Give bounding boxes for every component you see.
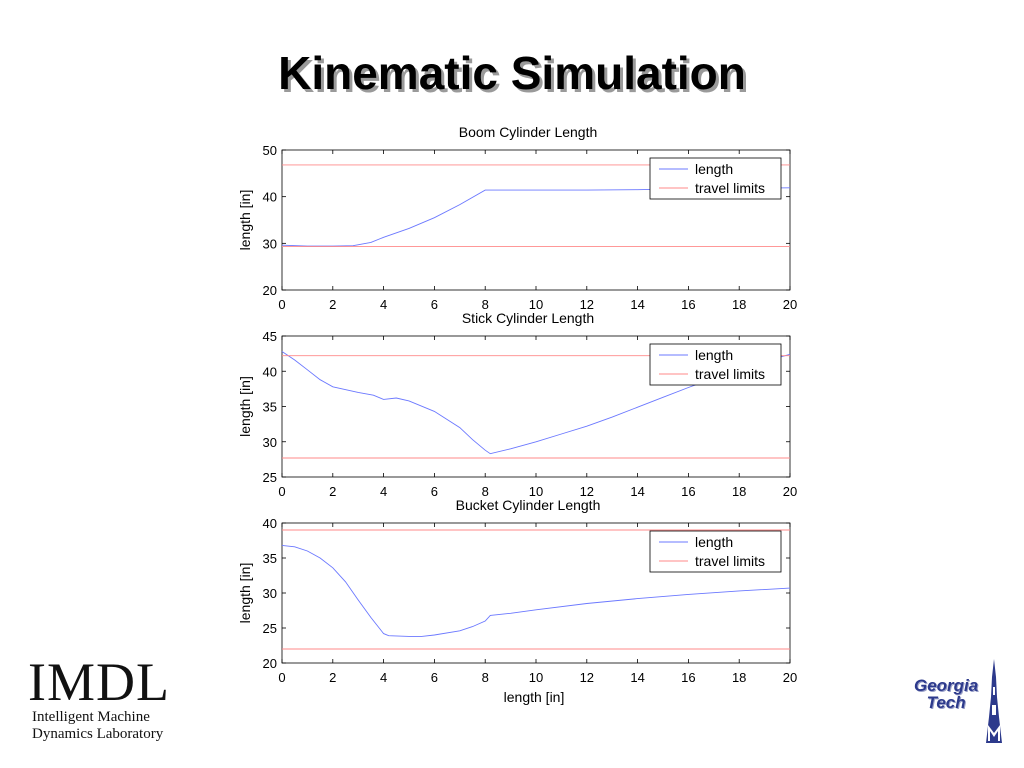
legend-box	[649, 157, 782, 200]
y-tick-label: 25	[263, 621, 277, 636]
y-tick-label: 20	[263, 283, 277, 298]
chart-2: 0 2 4 6 8 10 12 14 16 18 20 25 30 35 40 45 Stick Cylinde…	[237, 310, 797, 499]
georgia-tech-logo-text: Georgia Tech	[914, 677, 978, 711]
length-series-line	[281, 351, 791, 455]
x-tick-label: 2	[329, 297, 336, 312]
x-tick-label: 12	[580, 670, 594, 685]
x-tick-label: 20	[783, 297, 797, 312]
x-tick-label: 20	[783, 484, 797, 499]
legend-label-length: length	[695, 534, 733, 550]
legend-label-travel-limits: travel limits	[695, 180, 765, 196]
x-tick-label: 0	[278, 297, 285, 312]
y-axis-label: length [in]	[237, 376, 253, 437]
legend-label-travel-limits: travel limits	[695, 553, 765, 569]
x-tick-label: 16	[681, 297, 695, 312]
georgia-tech-logo: Georgia Tech	[910, 655, 1010, 745]
x-tick-label: 4	[380, 297, 387, 312]
y-tick-label: 30	[263, 435, 277, 450]
chart-title: Stick Cylinder Length	[462, 310, 594, 326]
y-axis-label: length [in]	[237, 190, 253, 251]
slide-title: Kinematic Simulation	[278, 47, 746, 99]
y-tick-label: 45	[263, 329, 277, 344]
x-tick-label: 8	[482, 484, 489, 499]
imdl-logo: IMDL Intelligent Machine Dynamics Labora…	[28, 655, 228, 743]
chart-title: Bucket Cylinder Length	[456, 497, 601, 513]
imdl-logo-line2: Dynamics Laboratory	[32, 726, 164, 742]
y-tick-label: 25	[263, 470, 277, 485]
x-tick-label: 14	[630, 670, 644, 685]
x-tick-label: 18	[732, 297, 746, 312]
imdl-logo-line1: Intelligent Machine	[32, 709, 150, 725]
y-axis-label: length [in]	[237, 563, 253, 624]
y-tick-label: 30	[263, 236, 277, 251]
y-tick-label: 35	[263, 400, 277, 415]
x-tick-label: 10	[529, 484, 543, 499]
x-tick-label: 2	[329, 484, 336, 499]
georgia-tech-logo-line2: Tech	[926, 693, 966, 712]
x-tick-label: 0	[278, 670, 285, 685]
y-tick-label: 30	[263, 586, 277, 601]
x-tick-label: 20	[783, 670, 797, 685]
x-tick-label: 6	[431, 670, 438, 685]
x-tick-label: 14	[630, 484, 644, 499]
legend-box	[649, 530, 782, 573]
x-tick-label: 2	[329, 670, 336, 685]
x-tick-label: 16	[681, 670, 695, 685]
legend-label-length: length	[695, 161, 733, 177]
x-tick-label: 12	[580, 484, 594, 499]
x-tick-label: 8	[482, 297, 489, 312]
x-tick-label: 6	[431, 484, 438, 499]
x-tick-label: 14	[630, 297, 644, 312]
legend-label-travel-limits: travel limits	[695, 366, 765, 382]
y-tick-label: 40	[263, 516, 277, 531]
x-axis-label: length [in]	[504, 689, 565, 705]
x-tick-label: 18	[732, 670, 746, 685]
imdl-logo-word: IMDL	[28, 652, 170, 712]
y-tick-label: 40	[263, 190, 277, 205]
x-tick-label: 4	[380, 670, 387, 685]
chart-3: 0 2 4 6 8 10 12 14 16 18 20 20 25 30 35 40 Bucket Cylind…	[237, 497, 797, 705]
georgia-tech-logo-line1: Georgia	[914, 676, 979, 695]
chart-1: 0 2 4 6 8 10 12 14 16 18 20 20 30 40 50 Boom Cylinder L…	[237, 124, 797, 312]
x-tick-label: 16	[681, 484, 695, 499]
y-tick-label: 20	[263, 656, 277, 671]
x-tick-label: 8	[482, 670, 489, 685]
y-tick-label: 40	[263, 364, 277, 379]
x-tick-label: 10	[529, 297, 543, 312]
x-tick-label: 0	[278, 484, 285, 499]
length-series-line	[281, 544, 791, 637]
legend-box	[649, 343, 782, 386]
legend-label-length: length	[695, 347, 733, 363]
x-tick-label: 4	[380, 484, 387, 499]
x-tick-label: 10	[529, 670, 543, 685]
chart-title: Boom Cylinder Length	[459, 124, 598, 140]
tech-tower-icon	[986, 659, 1002, 743]
x-tick-label: 18	[732, 484, 746, 499]
x-tick-label: 12	[580, 297, 594, 312]
y-tick-label: 35	[263, 551, 277, 566]
y-tick-label: 50	[263, 143, 277, 158]
x-tick-label: 6	[431, 297, 438, 312]
